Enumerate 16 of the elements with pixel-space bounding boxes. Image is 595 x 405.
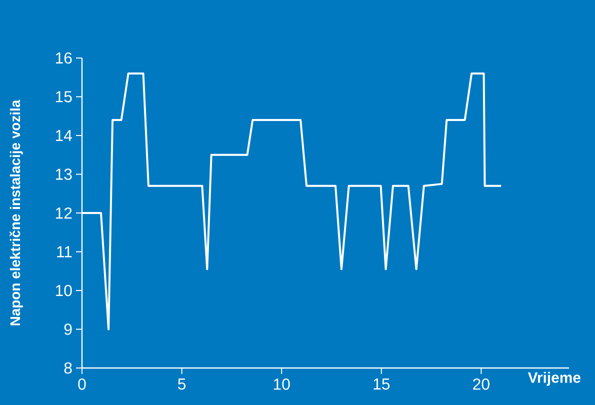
y-tick-label: 14 [56,130,72,141]
y-tick-label: 16 [56,52,72,64]
x-tick-label: 0 [78,378,86,390]
y-axis-title: Napon električne instalacije vozila [10,100,23,326]
x-tick-label: 5 [178,378,186,390]
x-tick-label: 10 [274,378,290,390]
y-tick-label: 11 [57,246,72,258]
y-tick-label: 8 [64,362,72,374]
x-axis-title: Vrijeme [528,372,580,386]
y-tick-label: 9 [64,324,72,335]
x-tick-label: 15 [374,378,390,390]
x-tick-label: 20 [473,378,490,390]
y-tick-label: 13 [56,168,72,180]
y-tick-label: 15 [56,91,72,102]
y-tick-label: 12 [56,207,72,219]
y-tick-label: 10 [56,284,72,296]
